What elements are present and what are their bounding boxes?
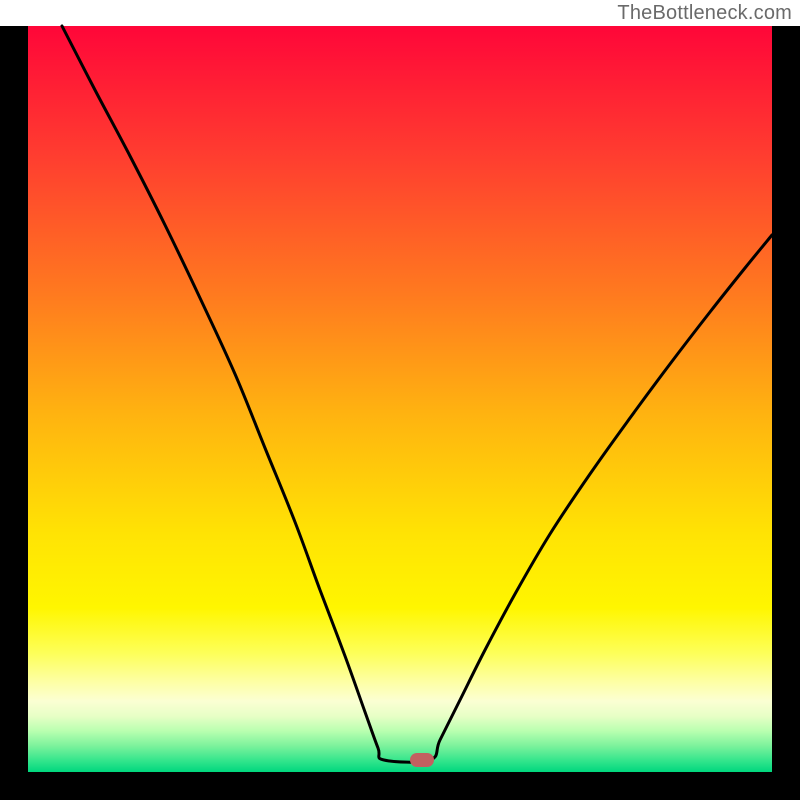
plot-area [28,26,772,772]
chart-stage: TheBottleneck.com [0,0,800,800]
valley-marker [410,753,434,767]
bottleneck-chart-svg [0,0,800,800]
attribution-text: TheBottleneck.com [617,2,792,25]
